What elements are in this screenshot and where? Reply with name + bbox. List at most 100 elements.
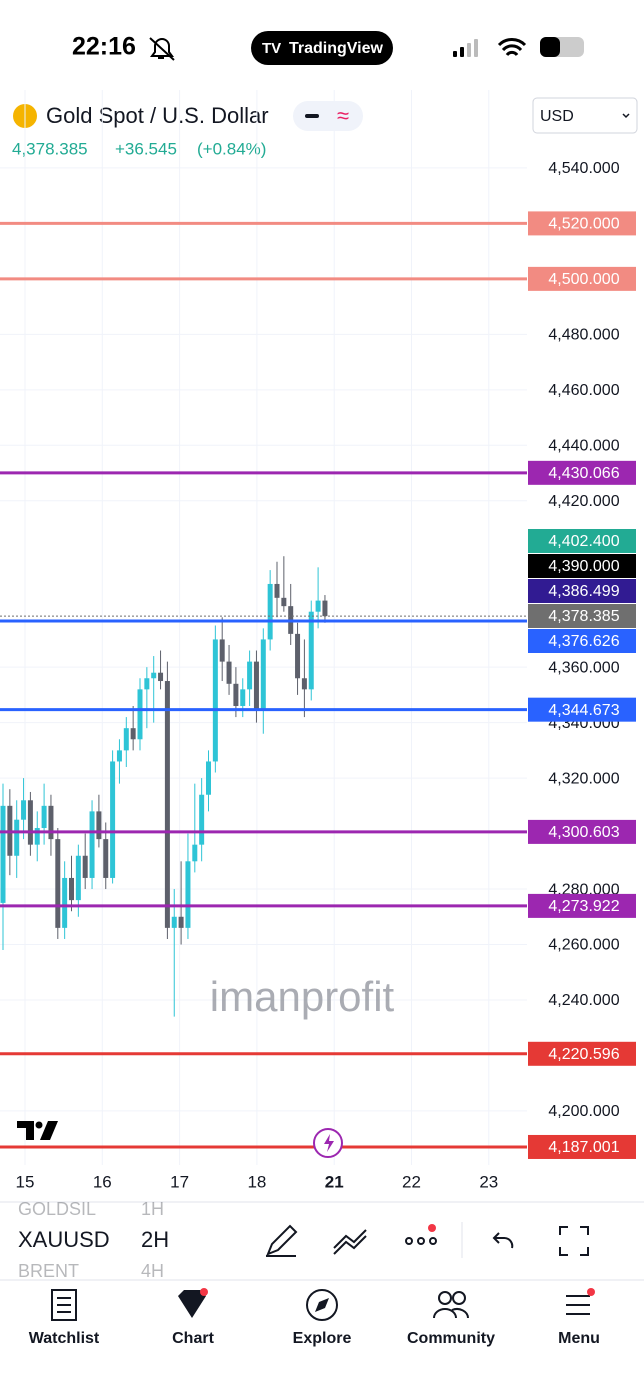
chart-badge	[200, 1288, 208, 1296]
level-tag-label: 4,220.596	[548, 1046, 619, 1063]
candle-body	[253, 661, 259, 709]
y-tick-label: 4,480.000	[548, 327, 619, 344]
level-tag-label: 4,344.673	[548, 702, 619, 719]
currency-chevron	[622, 113, 630, 119]
mute-icon	[149, 37, 175, 61]
candle-body	[69, 877, 74, 901]
x-tick-label: 21	[325, 1172, 344, 1191]
candle-body	[185, 861, 191, 928]
candle-body	[137, 689, 143, 740]
candle-body	[144, 678, 150, 690]
candle-body	[301, 678, 307, 690]
currency-select[interactable]	[532, 97, 638, 134]
candle-body	[21, 800, 27, 820]
price-tag-label: 4,390.000	[548, 558, 619, 575]
nav-item[interactable]: Explore	[293, 1330, 352, 1347]
y-tick-label: 4,240.000	[548, 992, 619, 1009]
candle-body	[295, 633, 301, 679]
interval-option[interactable]: 2H	[141, 1227, 169, 1252]
interval-option[interactable]: 1H	[141, 1199, 164, 1219]
price-tag-label: 4,386.499	[548, 583, 619, 600]
level-tag-label: 4,430.066	[548, 465, 619, 482]
candle-body	[247, 661, 253, 690]
candle-body	[226, 661, 232, 684]
candle-body	[315, 600, 321, 612]
symbol-option[interactable]: BRENT	[18, 1261, 79, 1281]
x-tick-label: 17	[170, 1172, 189, 1191]
price-tag	[528, 554, 636, 578]
level-tag	[528, 697, 636, 722]
y-tick-label: 4,460.000	[548, 382, 619, 399]
candle-body	[260, 639, 266, 709]
signal-icon	[453, 39, 478, 57]
candle-body	[233, 683, 239, 706]
candle-body	[274, 583, 280, 598]
x-tick-label: 15	[16, 1172, 35, 1191]
candle-body	[171, 916, 177, 928]
candle-body	[41, 805, 47, 829]
x-tick-label: 23	[479, 1172, 498, 1191]
price-tag-label: 4,402.400	[548, 533, 619, 550]
y-tick-label: 4,440.000	[548, 438, 619, 455]
watermark: imanprofit	[210, 973, 395, 1020]
candle-body	[192, 844, 198, 862]
level-tag-label: 4,300.603	[548, 824, 619, 841]
tv-logo	[17, 1121, 58, 1140]
last-price: 4,378.385	[12, 139, 88, 158]
chart: 15 16 17 18 21 22 23 4,540.000 4,480.000 4,460.00…	[0, 90, 636, 1191]
candle-body	[322, 600, 328, 617]
symbol-option[interactable]: GOLDSIL	[18, 1199, 96, 1219]
candle-body	[158, 672, 164, 682]
currency-label: USD	[540, 108, 574, 125]
watchlist-icon	[51, 1289, 77, 1321]
price-change-pct: (+0.84%)	[197, 139, 266, 158]
tv-logo-dot	[35, 1121, 43, 1129]
interval-option[interactable]: 4H	[141, 1261, 164, 1281]
indicator-wave: ≈	[337, 103, 349, 128]
menu-badge	[587, 1288, 595, 1296]
toolbar: GOLDSIL XAUUSD BRENT 1H 2H 4H	[18, 1199, 169, 1281]
nav-item[interactable]: Watchlist	[29, 1330, 100, 1347]
level-tag	[528, 893, 636, 918]
lightning-icon	[324, 1134, 334, 1152]
candle-body	[240, 689, 246, 706]
candle-body	[82, 855, 88, 878]
y-tick-label: 4,260.000	[548, 937, 619, 954]
level-tag	[528, 460, 636, 485]
price-tag-label: 4,376.626	[548, 633, 619, 650]
draw-tool[interactable]	[266, 1224, 298, 1257]
level-tag-label: 4,187.001	[548, 1139, 619, 1156]
candle-body	[164, 681, 170, 928]
symbol-option[interactable]: XAUUSD	[18, 1227, 110, 1252]
indicator-pill[interactable]	[293, 101, 363, 131]
y-tick-label: 4,420.000	[548, 493, 619, 510]
candle-body	[199, 794, 205, 845]
fullscreen-button[interactable]	[559, 1226, 589, 1256]
nav-item[interactable]: Menu	[558, 1330, 600, 1347]
nav-item[interactable]: Chart	[172, 1330, 214, 1347]
candle-body	[89, 811, 95, 878]
candle-body	[27, 800, 33, 845]
level-tag	[528, 266, 636, 291]
symbol-title[interactable]: Gold Spot / U.S. Dollar	[46, 103, 269, 128]
more-badge	[428, 1224, 436, 1232]
price-tag-label: 4,378.385	[548, 608, 619, 625]
bottom-nav: Watchlist Chart Explore Community Menu	[29, 1330, 600, 1347]
candle-body	[0, 805, 6, 903]
price-tag	[528, 579, 636, 603]
candle-body	[123, 728, 129, 751]
undo-button[interactable]	[492, 1232, 514, 1249]
y-tick-label: 4,360.000	[548, 659, 619, 676]
nav-item[interactable]: Community	[407, 1330, 495, 1347]
community-icon	[433, 1291, 469, 1319]
wifi-icon	[497, 38, 527, 57]
more-tools[interactable]	[405, 1237, 437, 1245]
y-tick-label: 4,200.000	[548, 1103, 619, 1120]
candle-body	[62, 877, 68, 928]
lines-tool[interactable]	[333, 1229, 367, 1255]
candle-body	[55, 839, 61, 928]
price-tag	[528, 629, 636, 653]
level-tag-label: 4,273.922	[548, 898, 619, 915]
app-pill[interactable]	[251, 31, 393, 65]
